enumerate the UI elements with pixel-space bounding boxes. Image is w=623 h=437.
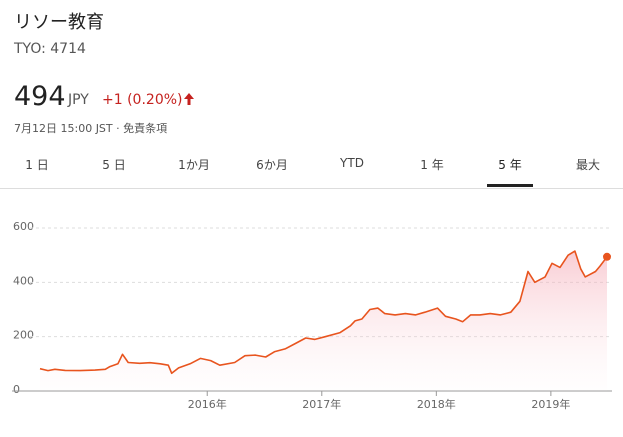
price: 494 xyxy=(14,81,66,112)
range-tab[interactable]: 6か月 xyxy=(256,158,288,172)
y-tick-label: 0 xyxy=(13,383,20,396)
area-fill xyxy=(40,251,607,391)
company-name: リソー教育 xyxy=(14,12,104,33)
range-tab[interactable]: 1か月 xyxy=(178,158,210,172)
up-arrow xyxy=(184,93,194,105)
x-tick-label: 2017年 xyxy=(302,397,341,411)
chart: 0 200 400 600 2016年 2017年 2018年 2019年 xyxy=(12,220,612,411)
selected-underline xyxy=(487,184,533,187)
currency: JPY xyxy=(68,92,89,108)
range-tab[interactable]: 5 日 xyxy=(102,158,126,172)
range-tabs: 1 日 5 日 1か月 6か月 YTD 1 年 5 年 最大 xyxy=(0,150,623,189)
x-tick-label: 2018年 xyxy=(417,397,456,411)
price-change: +1 (0.20%) xyxy=(102,92,183,108)
price-line xyxy=(39,250,608,375)
range-tab[interactable]: YTD xyxy=(340,156,364,170)
y-tick-label: 200 xyxy=(13,329,34,342)
timestamp: 7月12日 15:00 JST xyxy=(14,122,113,135)
last-point xyxy=(603,252,611,261)
y-tick-label: 600 xyxy=(13,220,34,233)
range-tab[interactable]: 1 日 xyxy=(25,158,49,172)
range-tab[interactable]: 5 年 xyxy=(498,158,522,172)
ticker: TYO: 4714 xyxy=(14,41,86,57)
separator: · xyxy=(112,122,124,135)
timestamp-row: 7月12日 15:00 JST · 免責条項 xyxy=(14,120,167,136)
range-tab[interactable]: 1 年 xyxy=(420,158,444,172)
x-tick-label: 2016年 xyxy=(188,397,227,411)
x-tick-label: 2019年 xyxy=(531,397,570,411)
disclaimer[interactable]: 免責条項 xyxy=(123,122,168,135)
range-tab[interactable]: 最大 xyxy=(575,158,601,172)
y-tick-label: 400 xyxy=(13,274,34,287)
